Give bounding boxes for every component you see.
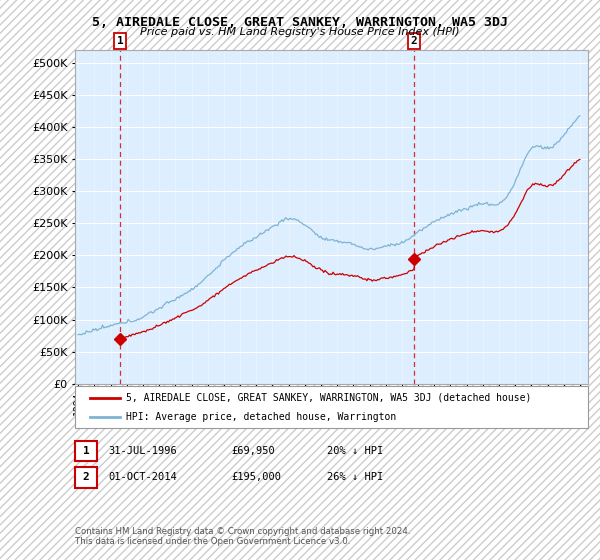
Text: Contains HM Land Registry data © Crown copyright and database right 2024.
This d: Contains HM Land Registry data © Crown c… xyxy=(75,526,410,546)
Text: £195,000: £195,000 xyxy=(231,473,281,482)
Text: 1: 1 xyxy=(83,446,89,456)
Text: 01-OCT-2014: 01-OCT-2014 xyxy=(108,473,177,482)
Text: 20% ↓ HPI: 20% ↓ HPI xyxy=(327,446,383,456)
Text: 26% ↓ HPI: 26% ↓ HPI xyxy=(327,473,383,482)
Text: HPI: Average price, detached house, Warrington: HPI: Average price, detached house, Warr… xyxy=(126,412,396,422)
Text: 5, AIREDALE CLOSE, GREAT SANKEY, WARRINGTON, WA5 3DJ (detached house): 5, AIREDALE CLOSE, GREAT SANKEY, WARRING… xyxy=(126,393,532,403)
Text: 2: 2 xyxy=(410,36,418,46)
Text: £69,950: £69,950 xyxy=(231,446,275,456)
Text: 5, AIREDALE CLOSE, GREAT SANKEY, WARRINGTON, WA5 3DJ: 5, AIREDALE CLOSE, GREAT SANKEY, WARRING… xyxy=(92,16,508,29)
Text: Price paid vs. HM Land Registry's House Price Index (HPI): Price paid vs. HM Land Registry's House … xyxy=(140,27,460,38)
Text: 2: 2 xyxy=(83,473,89,482)
Text: 1: 1 xyxy=(116,36,124,46)
Text: 31-JUL-1996: 31-JUL-1996 xyxy=(108,446,177,456)
